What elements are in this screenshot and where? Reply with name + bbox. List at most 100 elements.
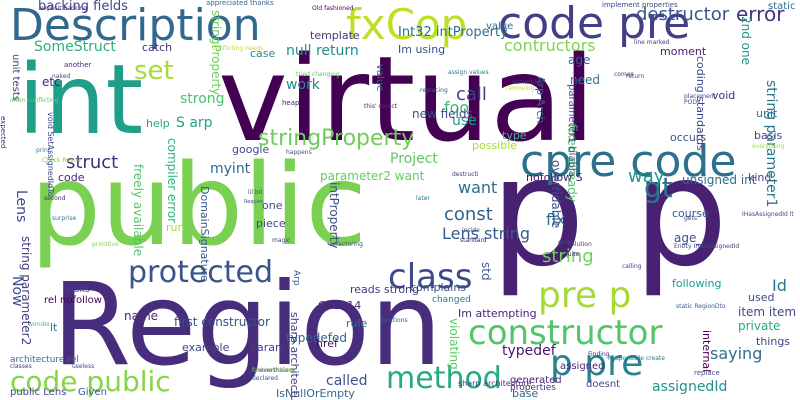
word-finding: static RegionDto: [676, 303, 726, 310]
word-ihasassignedid-lt: Entity IHasAssignedId: [674, 243, 740, 250]
word-example: example: [182, 341, 230, 354]
word-need: need: [570, 73, 600, 87]
word-freely-available: freely available: [131, 164, 145, 257]
word-rule: sharp architecture: [288, 312, 301, 400]
word-saying: saying: [710, 344, 763, 363]
word-parameter1-blabla: parameter1 blabla: [566, 84, 577, 177]
word-often-conflicting: void SetAssignedIdTo: [46, 112, 55, 197]
word-backing-fields: backing fields: [38, 0, 128, 14]
word-foo: foo: [444, 98, 470, 117]
word-comes: removing: [506, 85, 535, 92]
word-assignedid: assignedId: [652, 379, 728, 395]
word-fix: fix: [546, 210, 566, 229]
word-age: age: [568, 53, 591, 67]
word-stringproperty-v: stringProperty: [209, 10, 223, 96]
word-used: used: [748, 291, 775, 304]
word-description: Description: [10, 0, 261, 51]
word-struct: struct: [66, 152, 119, 173]
word-unit: unit: [756, 107, 778, 120]
word-basis: basis: [754, 129, 783, 142]
word-wonder: primitive: [92, 241, 119, 248]
word-violating: violating: [447, 318, 461, 370]
word-changed: complains: [410, 281, 467, 294]
word-another: conflicting needs: [212, 45, 264, 52]
word-called: called: [326, 373, 368, 389]
word-private: private: [738, 319, 781, 333]
word-removing: assign values: [448, 69, 489, 76]
word-protected: protected: [128, 255, 274, 290]
word-architecture-rel: Given: [78, 387, 107, 398]
word-typedefed: typedefed: [286, 331, 348, 345]
word-region: Region: [52, 258, 443, 391]
word-s-arp: S arp: [176, 115, 213, 131]
word-strong: strong: [180, 91, 225, 107]
word-contructors: contructors: [504, 36, 596, 55]
word-gt: gt: [644, 171, 673, 204]
word-help: help: [146, 117, 170, 130]
word-refactoring: inside: [462, 227, 480, 234]
word-second: magic: [272, 237, 291, 244]
word-destructi: happens: [286, 149, 312, 156]
word-happens: Check Result: [42, 157, 81, 164]
word-assigned: assigned: [560, 361, 605, 372]
word-cpre-code: cpre code: [520, 136, 737, 187]
word-pools: PODs: [684, 99, 701, 106]
word-arp: explicit backing: [40, 5, 88, 12]
word-lens-string: Lens string: [442, 224, 530, 243]
word-kind: kind: [748, 171, 772, 184]
word-quite: solution: [568, 241, 592, 248]
word-inside: standard: [460, 237, 487, 244]
word-explicit-backing: rel nofollow: [44, 295, 102, 306]
word-something: this' object: [364, 103, 397, 110]
word-course: course: [672, 207, 709, 220]
word-destructor: destructor: [636, 4, 730, 25]
word-code-pre: code pre: [498, 0, 691, 49]
word-way: way: [628, 166, 665, 187]
word-print: placement: [684, 93, 716, 100]
word-appreciated-thanks: looks: [66, 285, 90, 295]
word-class: class: [388, 257, 473, 297]
word-use: use: [452, 113, 477, 129]
word-later: Require: [244, 199, 264, 205]
word-code: code: [58, 171, 85, 184]
word-fxcop: fxCop: [346, 0, 468, 49]
word-unit-tests: architecture rel: [10, 355, 79, 365]
word-rel-nofollow: public Lens: [10, 387, 67, 398]
word-public: public: [30, 141, 367, 271]
word-internal: internal: [700, 330, 713, 373]
word-pods: line marked: [634, 39, 670, 46]
word-name: name: [124, 309, 159, 323]
word-static-regiondto: replace: [694, 369, 720, 377]
word-old-fashioned: implement properties: [602, 1, 678, 9]
word-virtual: virtual: [218, 30, 596, 168]
word-require: lil bit: [248, 189, 263, 196]
word-gets: IHasAssignedId lt: [742, 211, 794, 218]
word-arp-arch: possible: [472, 139, 518, 152]
word-std: std: [479, 262, 493, 281]
word-item-item: item item: [738, 305, 797, 319]
word-age-underscore: age_: [674, 231, 703, 245]
word-calling: quite: [564, 251, 580, 258]
word-2nd-one: unsigned int: [682, 173, 757, 187]
word-new-fields: new fields: [412, 107, 473, 121]
word-myint: myint: [210, 161, 251, 177]
word-void-setassignedidto: print: [36, 147, 51, 154]
word-declared: nevertheless: [256, 367, 295, 374]
word-pre-p: pre p: [538, 275, 632, 316]
word-set: set: [134, 56, 174, 86]
word-heap: naked: [52, 73, 71, 80]
word-looks: unit tests: [10, 54, 21, 101]
word-piece: piece: [256, 217, 286, 230]
word-case: case: [250, 47, 276, 60]
word-one: one: [262, 199, 283, 212]
word-magic: refactoring: [330, 241, 363, 248]
word-string: string: [542, 246, 594, 267]
word-possible: reads strong: [350, 283, 420, 296]
word-sharp-architecture: sharp architecture: [458, 379, 532, 388]
word-want: want: [458, 178, 498, 197]
word-check-result: expected: [0, 116, 7, 149]
word-id: Id: [772, 276, 787, 295]
word-overridable: type: [502, 129, 527, 142]
word-properties: properties: [510, 383, 556, 393]
